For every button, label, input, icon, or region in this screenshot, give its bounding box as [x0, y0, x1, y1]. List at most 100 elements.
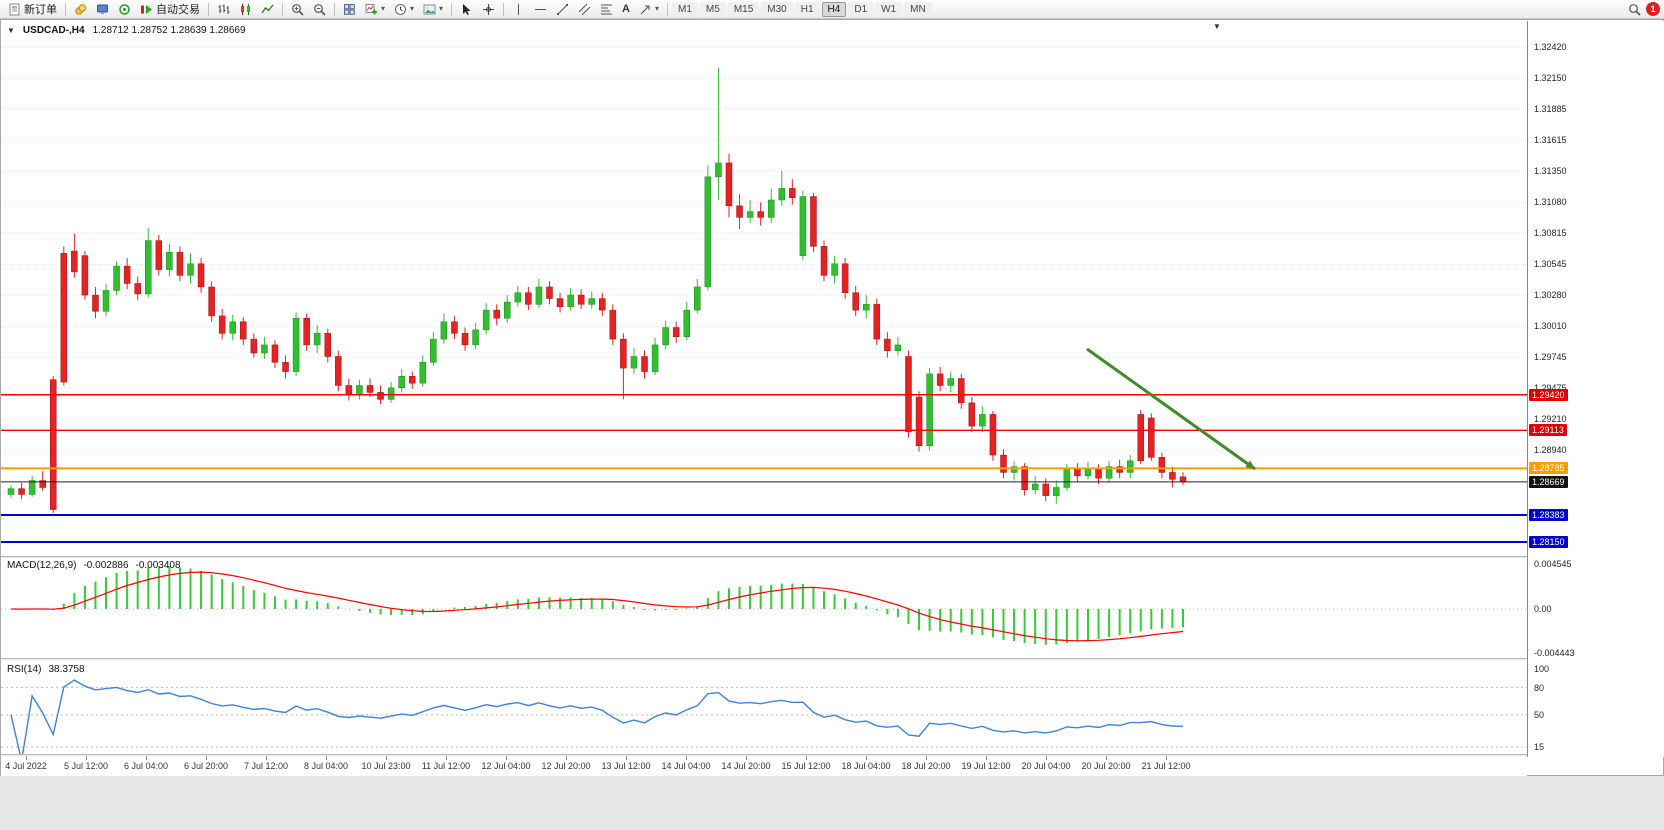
candle	[915, 396, 923, 447]
candle	[1084, 468, 1092, 477]
clock-icon	[395, 3, 407, 15]
template-image-icon	[423, 4, 436, 14]
toolbar-separator	[282, 2, 283, 16]
vertical-line-button[interactable]	[508, 1, 529, 18]
zoom-out-button[interactable]	[309, 1, 330, 18]
candle	[1169, 472, 1176, 480]
crosshair-button[interactable]	[478, 1, 499, 18]
candle	[472, 329, 479, 346]
timeframe-button-MN[interactable]: MN	[904, 1, 932, 17]
candle	[1179, 476, 1187, 483]
auto-trading-button[interactable]: 自动交易	[136, 1, 204, 18]
macd-indicator-label: MACD(12,26,9)	[7, 560, 77, 571]
price-axis[interactable]: 1.32420 1.32150 1.31885 1.31615 1.31350 1.310…	[1527, 21, 1664, 757]
fibonacci-button[interactable]	[596, 1, 617, 18]
channel-button[interactable]	[574, 1, 595, 18]
dropdown-caret-icon: ▾	[439, 4, 444, 13]
candlestick-chart-button[interactable]	[235, 1, 256, 18]
cursor-button[interactable]	[456, 1, 477, 18]
candle	[525, 292, 532, 305]
notification-badge[interactable]: 1	[1646, 2, 1660, 16]
price-tick-label: 1.28940	[1534, 445, 1567, 456]
timeframe-button-H1[interactable]: H1	[794, 1, 820, 17]
rsi-panel-canvas[interactable]	[1, 661, 1527, 754]
candle	[852, 292, 859, 311]
new-order-button[interactable]: 新订单	[4, 1, 61, 18]
candle	[947, 378, 954, 386]
candle	[1158, 457, 1166, 473]
candle	[92, 294, 99, 312]
zoom-in-button[interactable]	[287, 1, 308, 18]
periods-button[interactable]: ▾	[390, 1, 418, 18]
templates-button[interactable]: ▾	[419, 1, 447, 18]
community-button[interactable]	[114, 1, 135, 18]
panel-splitter[interactable]	[1, 556, 1663, 558]
candle	[313, 333, 321, 346]
trendline-button[interactable]	[552, 1, 573, 18]
main-chart-canvas[interactable]	[1, 21, 1527, 556]
line-chart-button[interactable]	[257, 1, 278, 18]
deposit-button[interactable]	[70, 1, 91, 18]
timeframe-button-M30[interactable]: M30	[761, 1, 793, 17]
candle	[187, 263, 194, 276]
candle	[746, 211, 754, 218]
rsi-axis-label: 100	[1534, 664, 1550, 674]
bar-chart-button[interactable]	[213, 1, 234, 18]
timeframe-button-D1[interactable]: D1	[848, 1, 874, 17]
dropdown-caret-icon: ▾	[410, 4, 415, 13]
time-tick	[386, 756, 387, 760]
price-tick-label: 1.29745	[1534, 352, 1567, 363]
chart-shift-marker[interactable]: ▼	[1213, 22, 1221, 31]
candle	[989, 414, 997, 456]
charts-window-button[interactable]	[92, 1, 113, 18]
vertical-line-icon	[518, 3, 520, 15]
rsi-axis-label: 50	[1534, 710, 1545, 720]
timeframe-button-H4[interactable]: H4	[821, 1, 847, 17]
trend-arrow-object[interactable]	[1086, 347, 1256, 471]
candle	[831, 263, 838, 276]
candle	[493, 309, 500, 319]
timeframe-button-M15[interactable]: M15	[727, 1, 760, 17]
price-tick-label: 1.30815	[1534, 228, 1567, 239]
candle	[271, 344, 279, 363]
trendline-icon	[557, 3, 569, 15]
macd-panel-canvas[interactable]	[1, 558, 1527, 658]
candle	[1063, 468, 1071, 488]
time-tick	[686, 756, 687, 760]
time-axis-label: 12 Jul 04:00	[481, 761, 531, 771]
candlestick-icon	[241, 3, 250, 15]
search-button[interactable]	[1624, 1, 1645, 18]
panel-splitter[interactable]	[1, 658, 1663, 660]
candle	[430, 338, 437, 363]
time-tick	[566, 756, 567, 760]
line-chart-icon	[261, 4, 274, 13]
collapse-icon[interactable]: ▼	[7, 26, 15, 35]
candle	[250, 338, 258, 354]
candle	[1074, 468, 1081, 477]
cursor-icon	[463, 3, 471, 15]
candle	[218, 315, 226, 334]
candle	[958, 378, 965, 404]
candle	[1031, 483, 1039, 491]
candle	[366, 385, 374, 393]
candle	[398, 375, 405, 389]
timeframe-button-W1[interactable]: W1	[875, 1, 903, 17]
text-tool-button[interactable]: A	[618, 1, 634, 18]
candle	[134, 283, 141, 295]
macd-axis-label: -0.004443	[1534, 648, 1575, 658]
arrows-tool-button[interactable]: ▾	[635, 1, 663, 18]
timeframe-button-M5[interactable]: M5	[699, 1, 726, 17]
gold-coins-icon	[75, 3, 87, 15]
tile-windows-button[interactable]	[339, 1, 360, 18]
candle	[324, 333, 332, 357]
candle	[440, 321, 448, 340]
horizontal-line-button[interactable]	[530, 1, 551, 18]
time-axis[interactable]: 4 Jul 2022 5 Jul 12:00 6 Jul 04:00 6 Jul 20…	[1, 756, 1527, 777]
indicators-button[interactable]: ▾	[361, 1, 389, 18]
time-axis-label: 15 Jul 12:00	[781, 761, 831, 771]
candle	[789, 188, 796, 198]
panel-splitter[interactable]	[1, 754, 1663, 756]
timeframe-button-M1[interactable]: M1	[672, 1, 698, 17]
arrow-tool-icon	[640, 5, 650, 14]
candle	[113, 265, 120, 291]
